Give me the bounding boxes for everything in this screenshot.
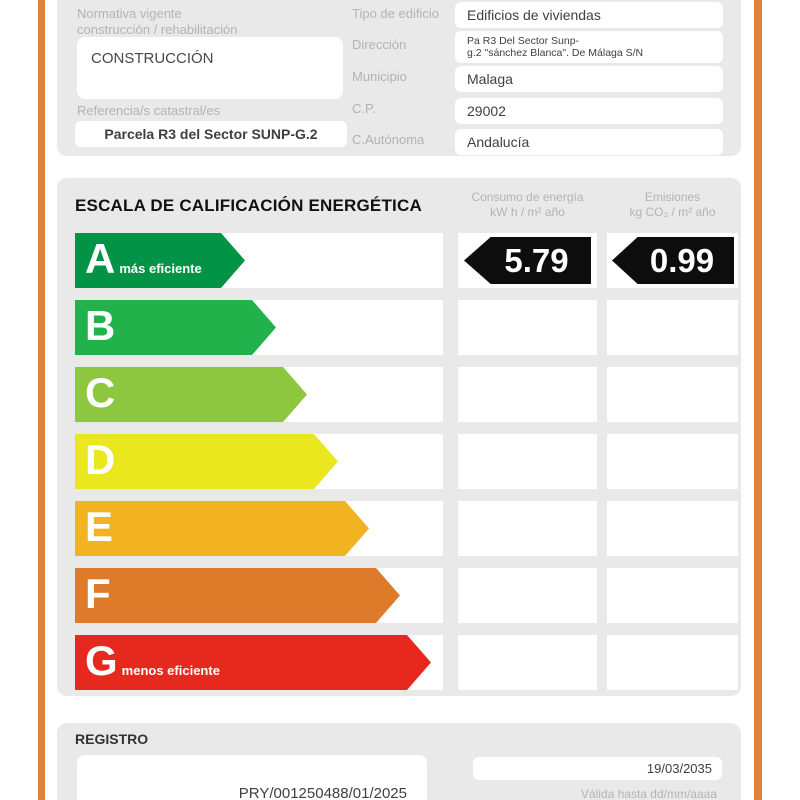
tipo-edificio-label: Tipo de edificio bbox=[352, 6, 439, 21]
normativa-value-box: CONSTRUCCIÓN bbox=[77, 37, 343, 99]
valid-until-date: 19/03/2035 bbox=[646, 761, 712, 776]
emisiones-cell-e bbox=[607, 501, 738, 556]
consumo-cell-a: 5.79 bbox=[458, 233, 597, 288]
emisiones-value: 0.99 bbox=[649, 241, 715, 279]
emisiones-cell-f bbox=[607, 568, 738, 623]
rating-letter-d: D bbox=[85, 436, 116, 483]
registro-number: PRY/001250488/01/2025 bbox=[238, 785, 407, 800]
rating-row-d: D bbox=[0, 434, 800, 489]
rating-letter-g: G bbox=[85, 637, 118, 684]
normativa-label: Normativa vigente construcción / rehabil… bbox=[77, 6, 347, 38]
registro-number-box: PRY/001250488/01/2025 bbox=[77, 755, 427, 800]
rating-row-a: A más eficiente 5.79 0.99 bbox=[0, 233, 800, 288]
rating-letter-f: F bbox=[85, 570, 111, 617]
rating-arrow-c: C bbox=[75, 367, 307, 422]
normativa-label-line2: construcción / rehabilitación bbox=[77, 22, 238, 37]
consumo-cell-c bbox=[458, 367, 597, 422]
rating-letter-a: A bbox=[85, 235, 116, 282]
rating-arrow-a: A más eficiente bbox=[75, 233, 245, 288]
cp-label: C.P. bbox=[352, 101, 376, 116]
emisiones-cell-a: 0.99 bbox=[607, 233, 738, 288]
rating-arrow-b: B bbox=[75, 300, 276, 355]
consumo-header-line1: Consumo de energía bbox=[471, 190, 584, 204]
valid-until-hint: Válida hasta dd/mm/aaaa bbox=[580, 787, 717, 800]
consumo-value: 5.79 bbox=[504, 241, 569, 279]
rating-letter-b: B bbox=[85, 302, 116, 349]
referencia-value: Parcela R3 del Sector SUNP-G.2 bbox=[104, 126, 318, 142]
direccion-value-line1: Pa R3 Del Sector Sunp- bbox=[467, 35, 580, 47]
left-orange-border bbox=[38, 0, 45, 800]
registro-title: REGISTRO bbox=[75, 731, 149, 747]
consumo-cell-g bbox=[458, 635, 597, 690]
municipio-label: Municipio bbox=[352, 69, 407, 84]
rating-arrow-f: F bbox=[75, 568, 400, 623]
emisiones-cell-b bbox=[607, 300, 738, 355]
c-autonoma-value: Andalucía bbox=[467, 134, 530, 150]
rating-note-most-efficient: más eficiente bbox=[119, 261, 202, 276]
direccion-value-line2: g.2 "sánchez Blanca". De Málaga S/N bbox=[467, 47, 644, 59]
valid-until-date-box: 19/03/2035 bbox=[473, 757, 722, 780]
rating-letter-e: E bbox=[85, 503, 114, 550]
rating-letter-c: C bbox=[85, 369, 116, 416]
municipio-value-box: Malaga bbox=[455, 66, 723, 92]
cp-value-box: 29002 bbox=[455, 98, 723, 124]
emisiones-value-badge: 0.99 bbox=[612, 237, 734, 284]
consumo-value-badge: 5.79 bbox=[464, 237, 591, 284]
normativa-value: CONSTRUCCIÓN bbox=[91, 50, 214, 67]
c-autonoma-value-box: Andalucía bbox=[455, 129, 723, 155]
consumo-cell-b bbox=[458, 300, 597, 355]
rating-row-e: E bbox=[0, 501, 800, 556]
rating-arrow-e: E bbox=[75, 501, 369, 556]
municipio-value: Malaga bbox=[467, 71, 513, 87]
normativa-label-line1: Normativa vigente bbox=[77, 6, 182, 21]
referencia-value-box: Parcela R3 del Sector SUNP-G.2 bbox=[75, 121, 347, 147]
consumo-cell-d bbox=[458, 434, 597, 489]
direccion-label: Dirección bbox=[352, 37, 407, 52]
direccion-value-box: Pa R3 Del Sector Sunp- g.2 "sánchez Blan… bbox=[455, 31, 723, 63]
emisiones-header-line2: kg CO₂ / m² año bbox=[629, 205, 716, 219]
emisiones-cell-d bbox=[607, 434, 738, 489]
tipo-edificio-value: Edificios de viviendas bbox=[467, 7, 601, 23]
emisiones-cell-g bbox=[607, 635, 738, 690]
emisiones-cell-c bbox=[607, 367, 738, 422]
consumo-cell-f bbox=[458, 568, 597, 623]
rating-row-g: G menos eficiente bbox=[0, 635, 800, 690]
consumo-header-line2: kW h / m² año bbox=[490, 205, 565, 219]
consumo-cell-e bbox=[458, 501, 597, 556]
referencia-label: Referencia/s catastral/es bbox=[77, 103, 221, 118]
tipo-edificio-value-box: Edificios de viviendas bbox=[455, 2, 723, 28]
emisiones-header-line1: Emisiones bbox=[644, 190, 701, 204]
emisiones-column-header: Emisiones kg CO₂ / m² año bbox=[607, 190, 738, 220]
rating-row-f: F bbox=[0, 568, 800, 623]
c-autonoma-label: C.Autónoma bbox=[352, 132, 425, 147]
cp-value: 29002 bbox=[467, 103, 506, 119]
rating-row-b: B bbox=[0, 300, 800, 355]
scale-title: ESCALA DE CALIFICACIÓN ENERGÉTICA bbox=[75, 196, 422, 215]
rating-row-c: C bbox=[0, 367, 800, 422]
rating-arrow-g: G menos eficiente bbox=[75, 635, 431, 690]
rating-arrow-d: D bbox=[75, 434, 338, 489]
consumo-column-header: Consumo de energía kW h / m² año bbox=[458, 190, 597, 220]
rating-note-least-efficient: menos eficiente bbox=[121, 663, 220, 678]
right-orange-border bbox=[754, 0, 762, 800]
